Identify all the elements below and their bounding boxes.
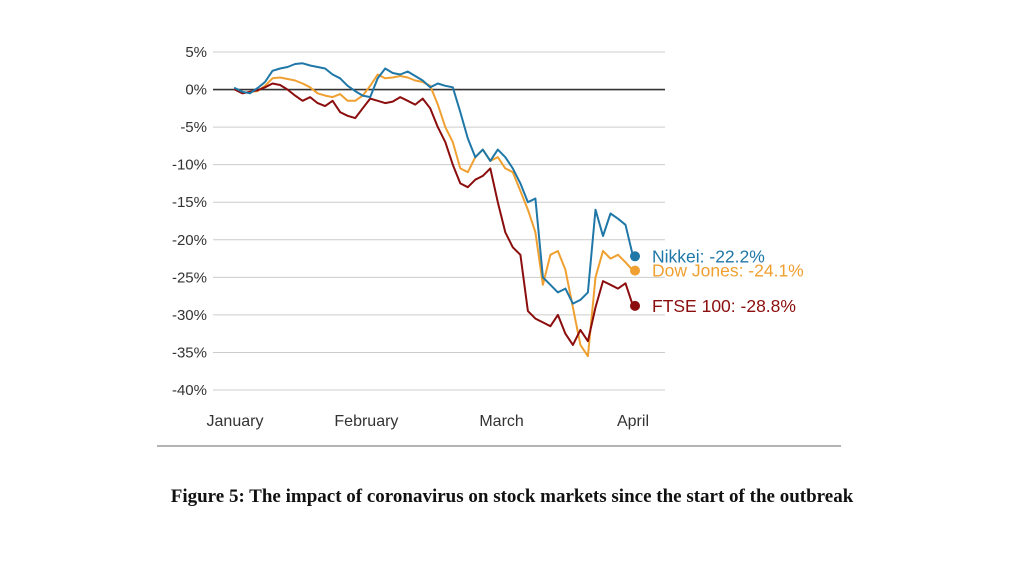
series-line-nikkei <box>234 62 634 305</box>
y-axis-ticks: 5% 0% -5% -10% -15% -20% -25% -30% -35% -40% <box>172 44 207 399</box>
series-lines <box>234 62 634 358</box>
y-tick-label: -40% <box>172 382 207 399</box>
y-tick-label: -10% <box>172 157 207 174</box>
y-tick-label: 5% <box>185 44 207 61</box>
y-tick-label: 0% <box>185 82 207 99</box>
end-markers <box>630 251 640 311</box>
x-axis-ticks: January February March April <box>207 413 649 430</box>
y-tick-label: -20% <box>172 232 207 249</box>
y-tick-label: -15% <box>172 194 207 211</box>
series-line-dow-jones <box>234 73 634 358</box>
end-marker-nikkei <box>630 251 640 262</box>
figure-caption: Figure 5: The impact of coronavirus on s… <box>170 486 854 507</box>
x-tick-label: March <box>479 413 523 430</box>
series-end-labels: Nikkei: -22.2%Dow Jones: -24.1% FTSE 100:… <box>652 246 804 316</box>
end-label-dow-jones: Dow Jones: -24.1% <box>652 261 804 281</box>
end-marker-dow-jones <box>630 265 640 276</box>
y-tick-label: -35% <box>172 344 207 361</box>
grid-lines <box>213 51 665 391</box>
x-tick-label: April <box>617 413 649 430</box>
series-line-ftse-100 <box>234 82 634 346</box>
end-marker-ftse-100 <box>630 300 640 311</box>
x-tick-label: February <box>334 413 398 430</box>
y-tick-label: -30% <box>172 307 207 324</box>
y-tick-label: -5% <box>180 119 207 136</box>
end-label-ftse-100: FTSE 100: -28.8% <box>652 296 796 316</box>
x-tick-label: January <box>207 413 264 430</box>
end-label-nikkei: Nikkei: -22.2% <box>652 246 765 266</box>
y-tick-label: -25% <box>172 269 207 286</box>
